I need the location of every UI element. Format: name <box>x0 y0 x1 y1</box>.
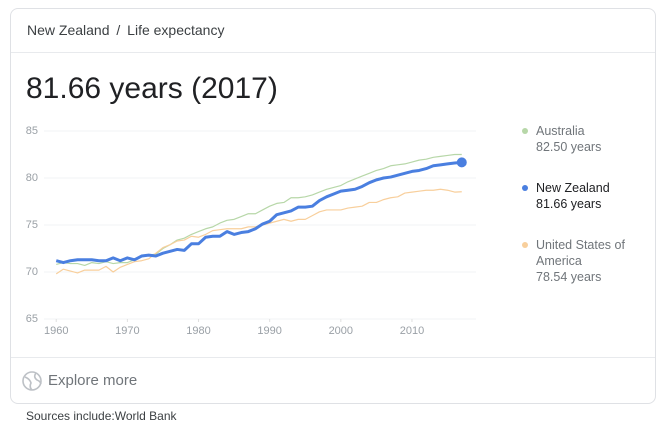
legend-entry[interactable]: Australia 82.50 years <box>536 123 636 155</box>
breadcrumb-separator: / <box>116 22 121 38</box>
legend-swatch <box>522 128 528 134</box>
series-line <box>56 153 462 267</box>
y-tick-label: 65 <box>26 313 38 325</box>
y-tick-label: 70 <box>26 266 38 278</box>
legend-latest: 81.66 years <box>536 197 602 211</box>
card <box>10 8 656 404</box>
divider <box>11 52 655 53</box>
x-tick-label: 1960 <box>44 325 68 337</box>
legend-latest: 78.54 years <box>536 270 602 284</box>
x-tick-label: 2000 <box>329 325 353 337</box>
divider <box>11 357 655 358</box>
series-line <box>55 160 462 265</box>
y-tick-label: 75 <box>26 219 38 231</box>
legend-latest: 82.50 years <box>536 140 602 154</box>
legend-name: New Zealand <box>536 181 610 195</box>
legend-name: Australia <box>536 124 585 138</box>
explore-more[interactable]: Explore more <box>48 372 138 389</box>
x-tick-label: 2010 <box>400 325 424 337</box>
y-tick-label: 80 <box>26 172 38 184</box>
breadcrumb-country[interactable]: New Zealand <box>27 22 110 38</box>
legend-entry[interactable]: New Zealand 81.66 years <box>536 180 636 212</box>
legend-swatch <box>522 242 528 248</box>
legend-swatch <box>522 185 528 191</box>
sources: Sources include:World Bank <box>26 409 177 423</box>
headline: 81.66 years (2017) <box>26 72 278 105</box>
x-tick-label: 1980 <box>186 325 210 337</box>
legend-entry[interactable]: United States of America 78.54 years <box>536 237 636 285</box>
legend-name: United States of America <box>536 238 625 268</box>
breadcrumb-topic: Life expectancy <box>127 22 225 38</box>
series-line <box>55 188 462 275</box>
breadcrumb: New Zealand / Life expectancy <box>27 22 224 38</box>
x-tick-label: 1970 <box>115 325 139 337</box>
endpoint-dot <box>456 157 467 168</box>
x-tick-label: 1990 <box>257 325 281 337</box>
y-tick-label: 85 <box>26 125 38 137</box>
